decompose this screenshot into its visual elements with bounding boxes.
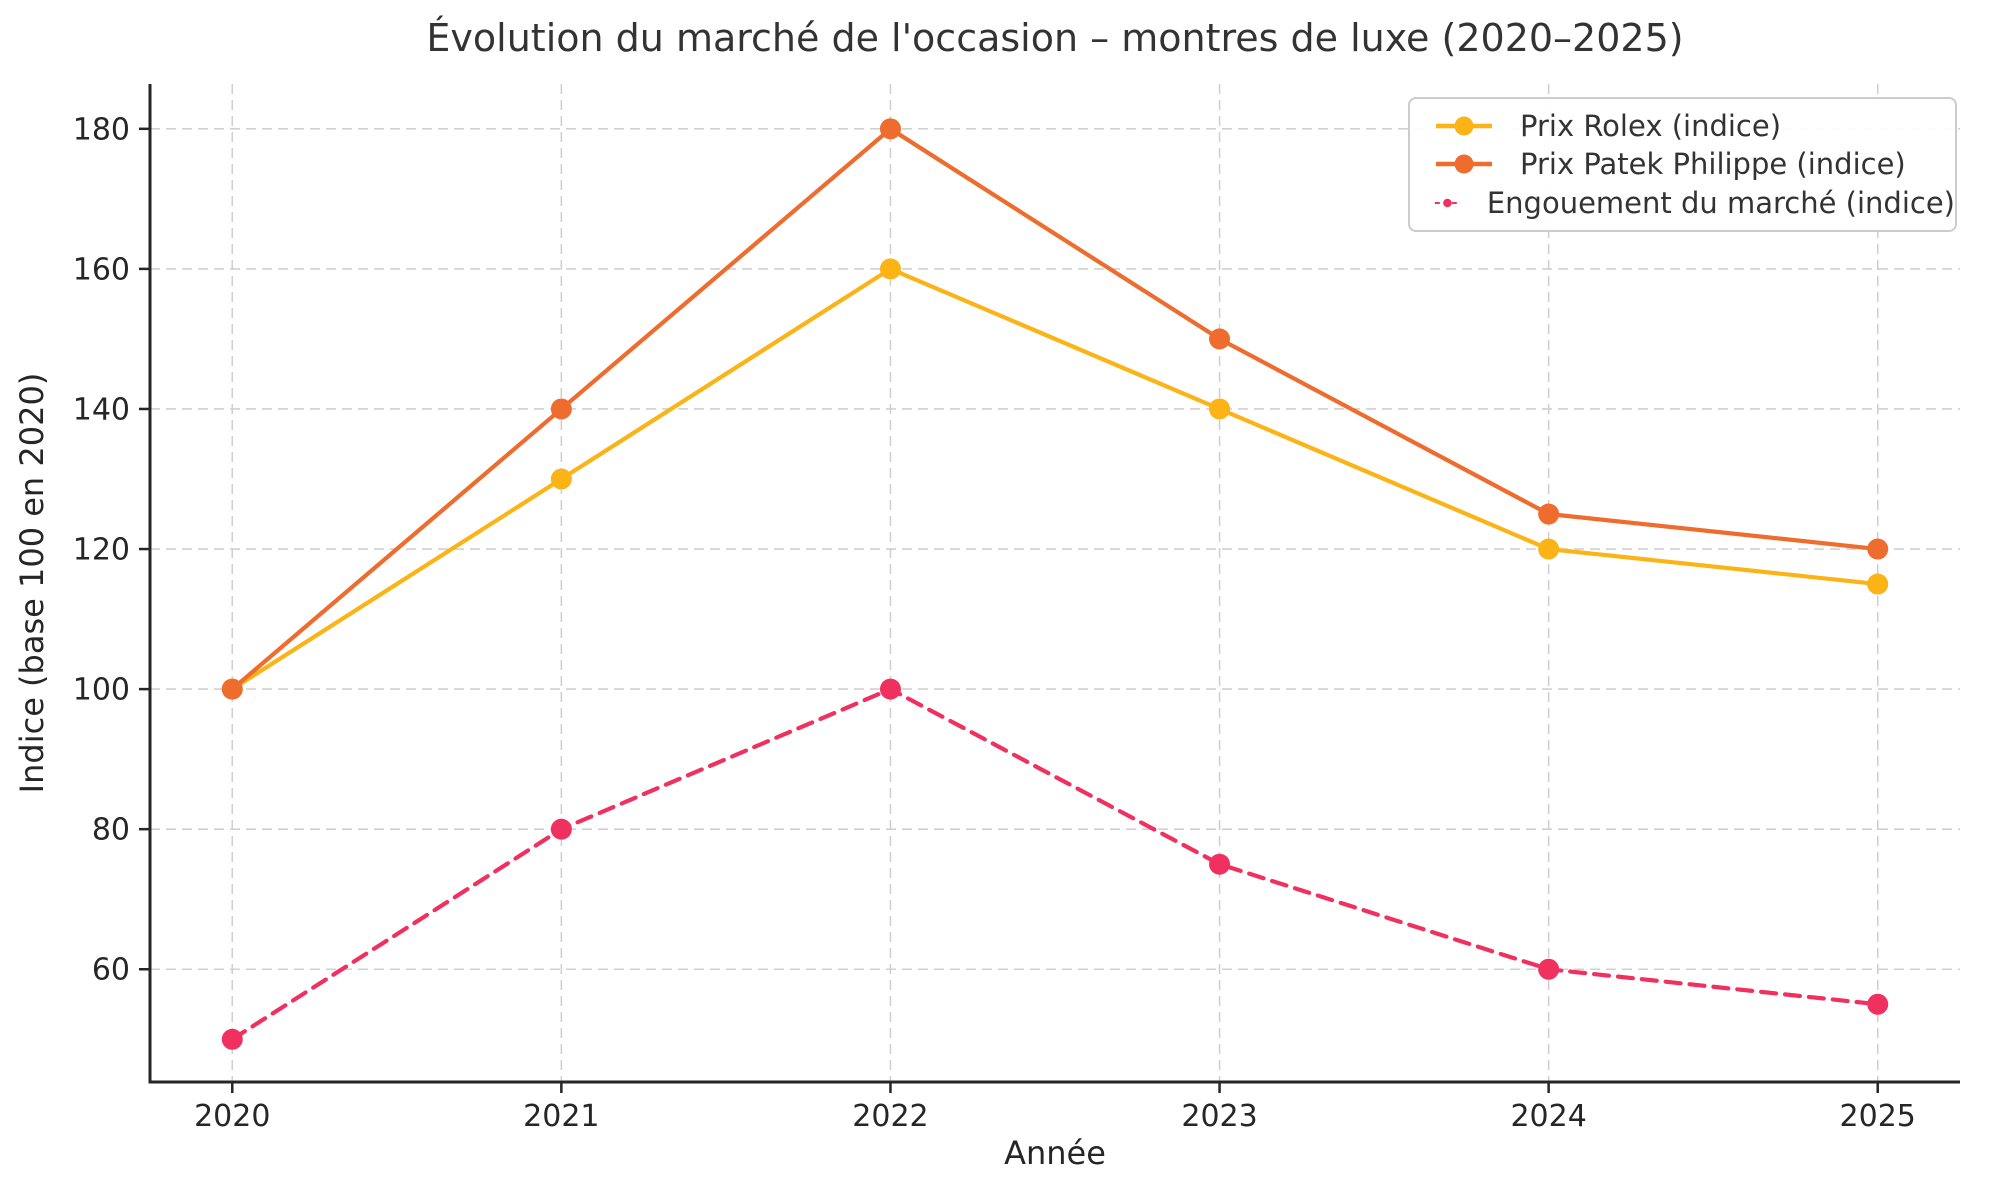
data-point [1867,538,1889,560]
legend-item-rolex: Prix Rolex (indice) [1434,109,1955,143]
legend-label-patek: Prix Patek Philippe (indice) [1520,147,1906,182]
data-point [550,468,572,490]
data-point [550,818,572,840]
y-tick-label: 60 [92,953,130,988]
data-point [1209,398,1231,420]
legend-swatch-marker [1454,154,1474,174]
legend-swatch-engouement-icon [1434,198,1460,208]
x-tick-label: 2023 [1181,1099,1257,1134]
legend-label-engouement: Engouement du marché (indice) [1486,185,1955,220]
legend: Prix Rolex (indice) Prix Patek Philippe … [1408,97,1957,232]
data-point [1209,328,1231,350]
y-tick-label: 160 [73,252,130,287]
x-tick-label: 2024 [1510,1099,1586,1134]
x-tick-label: 2022 [852,1099,928,1134]
data-point [1867,993,1889,1015]
legend-swatch-patek-icon [1436,154,1492,174]
x-tick-label: 2021 [523,1099,599,1134]
legend-swatch-marker [1443,198,1452,208]
data-point [1538,503,1560,525]
legend-item-engouement: Engouement du marché (indice) [1434,186,1955,220]
data-point [550,398,572,420]
data-point [1538,538,1560,560]
data-point [1209,853,1231,875]
data-point [879,678,901,700]
series-line [230,687,1880,1042]
data-point [1867,573,1889,595]
y-tick-label: 180 [73,112,130,147]
x-tick-label: 2025 [1840,1099,1916,1134]
data-point [221,1028,243,1050]
legend-swatch-marker [1454,116,1474,136]
y-tick-label: 80 [92,813,130,848]
y-tick-label: 100 [73,673,130,708]
legend-label-rolex: Prix Rolex (indice) [1520,109,1782,144]
x-tick-label: 2020 [194,1099,270,1134]
data-point [221,678,243,700]
data-point [1538,958,1560,980]
series-line [230,126,1880,692]
x-axis-label: Année [1004,1134,1106,1172]
series-line [230,266,1880,692]
legend-item-patek: Prix Patek Philippe (indice) [1434,147,1955,181]
y-tick-label: 140 [73,392,130,427]
data-point [879,118,901,140]
legend-swatch-rolex-icon [1436,116,1492,136]
chart-title: Évolution du marché de l'occasion – mont… [426,16,1684,60]
y-tick-label: 120 [73,533,130,568]
y-axis-label: Indice (base 100 en 2020) [13,372,51,794]
data-point [879,258,901,280]
